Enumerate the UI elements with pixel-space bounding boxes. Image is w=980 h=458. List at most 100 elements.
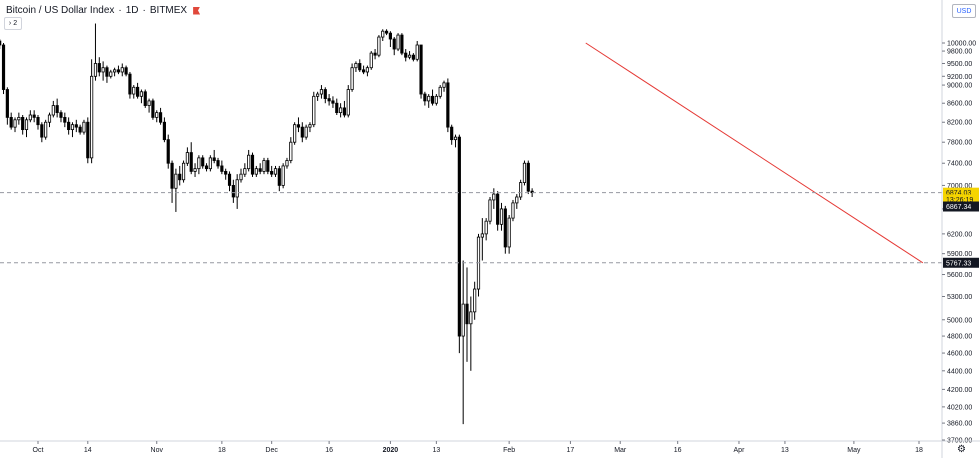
candle-body — [105, 67, 109, 77]
candle-body — [59, 112, 63, 118]
candle-body — [392, 38, 396, 50]
candle-body — [201, 157, 205, 167]
time-tick-label: Oct — [33, 447, 44, 454]
time-axis[interactable]: Oct 14 Nov 18 Dec 16 2020 13 Feb 17 Mar 16 Apr 13 May 1… — [0, 440, 980, 454]
price-tick-label: 9200.00 — [947, 74, 972, 81]
candle-body — [158, 112, 163, 123]
candle-body — [526, 162, 530, 192]
candle-body — [469, 311, 473, 325]
time-tick-label: May — [847, 447, 861, 454]
candle-body — [507, 217, 511, 248]
candle-body — [281, 165, 285, 186]
price-tick-label: 3860.00 — [947, 421, 972, 428]
candle-body — [93, 63, 98, 77]
price-tick-label: 8200.00 — [947, 120, 972, 127]
time-tick-label: Dec — [265, 447, 278, 454]
price-tick-label: 7800.00 — [947, 140, 972, 147]
candle-body — [0, 40, 2, 46]
price-tick-label: 6200.00 — [947, 231, 972, 238]
candle-body — [358, 63, 362, 71]
candle-body — [185, 152, 189, 164]
candle-body — [90, 75, 94, 159]
price-label-last: 6874.03 — [943, 187, 979, 198]
candlestick-series — [0, 23, 534, 425]
candle-body — [101, 67, 105, 73]
price-tick-label: 9500.00 — [947, 61, 972, 68]
candle-body — [78, 126, 82, 133]
time-tick-label: 16 — [325, 447, 333, 454]
candle-body — [170, 162, 174, 189]
candle-body — [250, 154, 255, 175]
candle-body — [67, 121, 71, 131]
symbol-legend[interactable]: Bitcoin / US Dollar Index · 1D · BITMEX — [6, 5, 201, 16]
collapse-count: 2 — [13, 20, 18, 27]
price-label-dark: 6867.34 — [943, 201, 979, 212]
candle-body — [327, 98, 331, 102]
candle-body — [197, 157, 201, 170]
price-label-bg — [943, 257, 979, 268]
candle-body — [273, 168, 278, 175]
candle-body — [304, 126, 308, 138]
candle-body — [204, 165, 209, 170]
candle-body — [415, 44, 419, 60]
symbol-separator: · — [142, 5, 146, 16]
candle-body — [519, 182, 523, 198]
candle-body — [258, 168, 262, 172]
time-tick-label: 13 — [432, 447, 440, 454]
candle-body — [147, 100, 151, 106]
candle-body — [411, 54, 415, 60]
price-tick-label: 5900.00 — [947, 251, 972, 258]
price-tick-label: 7400.00 — [947, 161, 972, 168]
candle-body — [461, 303, 465, 337]
candle-body — [404, 52, 408, 58]
candle-body — [388, 32, 392, 40]
candle-body — [220, 165, 224, 172]
candle-body — [427, 95, 431, 102]
symbol-name: Bitcoin / US Dollar Index — [6, 5, 115, 16]
price-tick-label: 4020.00 — [947, 404, 972, 411]
time-tick-label: 2020 — [383, 447, 399, 454]
candle-body — [480, 233, 484, 238]
currency-button[interactable]: USD — [952, 4, 976, 18]
candle-body — [21, 117, 25, 131]
indicators-collapse-button[interactable]: › 2 — [4, 17, 22, 30]
candle-body — [335, 102, 339, 114]
candle-body — [365, 67, 370, 73]
candle-body — [239, 173, 243, 181]
gear-icon[interactable]: ⚙ — [957, 444, 966, 455]
candle-body — [136, 86, 140, 97]
price-tick-label: 5300.00 — [947, 294, 972, 301]
price-label-text: 6874.03 — [946, 190, 971, 197]
price-tick-label: 10000.00 — [947, 41, 976, 48]
price-tick-label: 5600.00 — [947, 272, 972, 279]
time-tick-label: 16 — [674, 447, 682, 454]
interval-label: 1D — [125, 5, 139, 16]
candle-body — [488, 199, 492, 222]
candle-body — [503, 208, 507, 248]
candle-body — [308, 124, 312, 128]
price-label-bg — [943, 187, 979, 198]
candle-body — [24, 119, 29, 131]
price-label-bg — [943, 194, 979, 205]
candle-body — [346, 89, 350, 116]
candle-body — [155, 112, 159, 118]
price-tick-label: 7000.00 — [947, 183, 972, 190]
candle-body — [473, 288, 477, 313]
time-tick-label: 14 — [84, 447, 92, 454]
candle-body — [17, 117, 21, 121]
candle-body — [396, 34, 400, 50]
candle-body — [423, 93, 427, 102]
candle-body — [124, 67, 128, 75]
candle-body — [270, 171, 274, 175]
price-label-text: 13:26:19 — [946, 197, 973, 204]
candle-body — [430, 95, 435, 104]
candle-body — [254, 168, 258, 175]
candle-body — [266, 160, 270, 172]
candle-body — [120, 67, 124, 73]
time-tick-label: 18 — [218, 447, 226, 454]
candle-body — [354, 63, 358, 69]
flag-icon[interactable] — [193, 6, 201, 15]
time-tick-label: Nov — [151, 447, 164, 454]
